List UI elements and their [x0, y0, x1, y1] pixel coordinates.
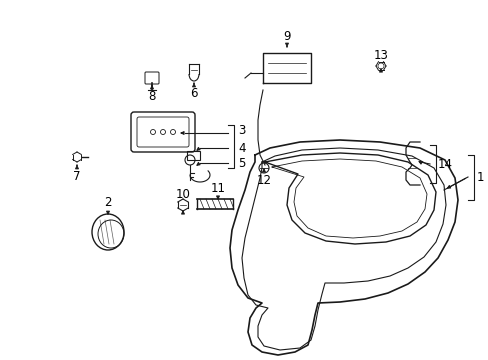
Text: 11: 11	[210, 181, 225, 194]
Text: 12: 12	[256, 174, 271, 186]
Text: 4: 4	[238, 141, 245, 154]
Text: 6: 6	[190, 86, 197, 99]
Text: 8: 8	[148, 90, 155, 103]
Text: 5: 5	[238, 157, 245, 170]
Text: 7: 7	[73, 170, 81, 183]
Text: 1: 1	[475, 171, 483, 184]
Text: 14: 14	[437, 158, 451, 171]
Text: 9: 9	[283, 30, 290, 42]
Text: 2: 2	[104, 195, 112, 208]
Text: 3: 3	[238, 123, 245, 136]
Text: 13: 13	[373, 49, 387, 62]
Text: 10: 10	[175, 188, 190, 201]
